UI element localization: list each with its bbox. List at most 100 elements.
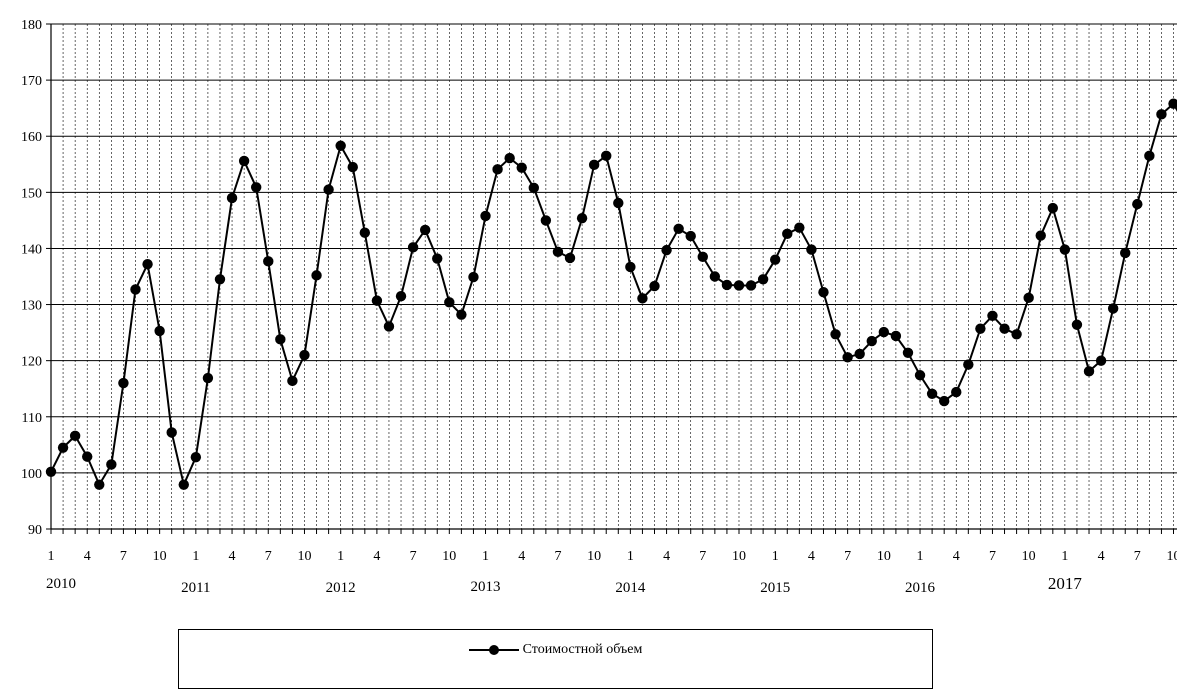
x-tick-label: 10 — [732, 549, 746, 564]
x-year-label: 2014 — [615, 580, 646, 596]
data-point — [673, 224, 683, 234]
data-point — [879, 327, 889, 337]
x-tick-label: 7 — [265, 549, 272, 564]
y-tick-label: 150 — [21, 186, 42, 201]
data-point — [46, 467, 56, 477]
data-point — [830, 329, 840, 339]
y-tick-label: 130 — [21, 299, 42, 314]
x-tick-label: 10 — [1022, 549, 1036, 564]
data-point — [1084, 366, 1094, 376]
data-point — [710, 271, 720, 281]
x-tick-label: 7 — [844, 549, 851, 564]
x-tick-label: 10 — [297, 549, 311, 564]
data-point — [854, 349, 864, 359]
x-tick-label: 4 — [84, 549, 91, 564]
data-point — [601, 151, 611, 161]
x-tick-label: 1 — [48, 549, 55, 564]
y-tick-label: 170 — [21, 74, 42, 89]
data-point — [565, 253, 575, 263]
y-tick-label: 140 — [21, 242, 42, 257]
data-point — [335, 141, 345, 151]
data-point — [649, 281, 659, 291]
series-markers — [46, 98, 1177, 489]
data-point — [517, 162, 527, 172]
data-point — [927, 389, 937, 399]
x-tick-label: 1 — [192, 549, 199, 564]
legend-entry: Стоимостной объем — [179, 642, 932, 658]
data-point — [251, 182, 261, 192]
data-point — [360, 228, 370, 238]
data-point — [227, 193, 237, 203]
data-point — [637, 293, 647, 303]
data-point — [191, 452, 201, 462]
data-point — [734, 280, 744, 290]
data-point — [179, 479, 189, 489]
data-point — [1023, 293, 1033, 303]
data-point — [287, 376, 297, 386]
data-point — [82, 451, 92, 461]
data-point — [915, 370, 925, 380]
data-point — [70, 431, 80, 441]
x-tick-labels: 1471014710147101471014710147101471014710 — [48, 549, 1177, 564]
data-point — [806, 244, 816, 254]
data-point — [722, 280, 732, 290]
x-year-label: 2017 — [1048, 574, 1083, 593]
data-point — [396, 291, 406, 301]
x-tick-label: 4 — [1098, 549, 1105, 564]
data-point — [541, 215, 551, 225]
data-point — [613, 198, 623, 208]
x-tick-label: 4 — [663, 549, 670, 564]
data-point — [999, 323, 1009, 333]
data-point — [118, 378, 128, 388]
x-tick-label: 7 — [410, 549, 417, 564]
y-tick-label: 120 — [21, 355, 42, 370]
data-point — [794, 222, 804, 232]
data-point — [1144, 151, 1154, 161]
x-year-label: 2011 — [181, 580, 210, 596]
data-point — [553, 247, 563, 257]
data-point — [987, 311, 997, 321]
x-tick-label: 1 — [337, 549, 344, 564]
data-point — [746, 280, 756, 290]
y-tick-label: 90 — [28, 523, 42, 538]
data-point — [577, 213, 587, 223]
x-tick-label: 4 — [373, 549, 380, 564]
y-tick-label: 180 — [21, 18, 42, 33]
data-point — [299, 350, 309, 360]
data-point — [142, 259, 152, 269]
data-point — [408, 242, 418, 252]
data-point — [1096, 355, 1106, 365]
x-tick-label: 7 — [989, 549, 996, 564]
data-point — [94, 479, 104, 489]
data-point — [891, 331, 901, 341]
data-point — [275, 334, 285, 344]
x-tick-label: 1 — [482, 549, 489, 564]
y-tick-label: 110 — [22, 411, 42, 426]
x-tick-label: 10 — [587, 549, 601, 564]
x-year-label: 2012 — [326, 580, 356, 596]
data-point — [480, 211, 490, 221]
data-point — [58, 442, 68, 452]
data-point — [867, 336, 877, 346]
data-point — [1011, 329, 1021, 339]
data-point — [456, 309, 466, 319]
data-point — [782, 229, 792, 239]
x-year-label: 2010 — [46, 576, 76, 592]
data-point — [758, 274, 768, 284]
data-point — [323, 184, 333, 194]
x-tick-label: 7 — [1134, 549, 1141, 564]
x-tick-label: 4 — [229, 549, 236, 564]
x-tick-label: 10 — [1167, 549, 1177, 564]
data-point — [589, 160, 599, 170]
data-point — [818, 287, 828, 297]
legend-line-marker-icon — [469, 643, 519, 657]
data-point — [372, 295, 382, 305]
data-point — [492, 164, 502, 174]
data-point — [1120, 248, 1130, 258]
y-tick-label: 160 — [21, 130, 42, 145]
data-point — [239, 156, 249, 166]
data-point — [263, 256, 273, 266]
data-point — [444, 297, 454, 307]
